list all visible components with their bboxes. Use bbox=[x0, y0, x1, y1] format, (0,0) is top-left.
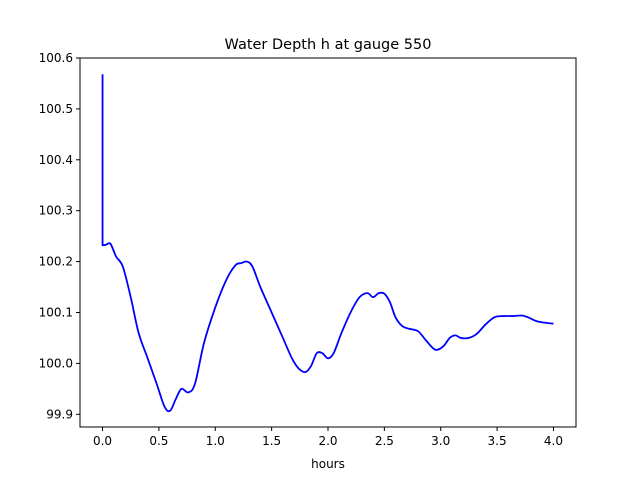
y-tick-label: 100.3 bbox=[39, 204, 73, 218]
chart-title: Water Depth h at gauge 550 bbox=[225, 37, 432, 53]
series-line-0 bbox=[101, 74, 554, 413]
x-tick-label: 0.0 bbox=[93, 434, 112, 448]
x-axis-label: hours bbox=[311, 457, 345, 471]
x-tick-label: 2.5 bbox=[375, 434, 394, 448]
x-tick-label: 1.5 bbox=[262, 434, 281, 448]
x-tick-label: 4.0 bbox=[544, 434, 563, 448]
plot-area bbox=[80, 58, 576, 427]
data-layer bbox=[101, 74, 554, 413]
x-tick-label: 0.5 bbox=[149, 434, 168, 448]
y-tick-label: 100.4 bbox=[39, 153, 73, 167]
y-tick-label: 100.2 bbox=[39, 255, 73, 269]
x-tick-label: 3.0 bbox=[431, 434, 450, 448]
y-tick-label: 100.5 bbox=[39, 102, 73, 116]
plot-frame bbox=[79, 57, 577, 428]
x-tick-label: 2.0 bbox=[318, 434, 337, 448]
ticks-layer: 0.0 0.5 1.0 1.5 2.0 2.5 3.0 3.5 4.0 99.9 100.0 100.… bbox=[39, 51, 563, 448]
y-tick-label: 100.1 bbox=[39, 305, 73, 319]
y-tick-label: 100.6 bbox=[39, 51, 73, 65]
y-tick-label: 99.9 bbox=[46, 407, 73, 421]
x-tick-label: 3.5 bbox=[488, 434, 507, 448]
x-tick-label: 1.0 bbox=[206, 434, 225, 448]
y-tick-label: 100.0 bbox=[39, 356, 73, 370]
